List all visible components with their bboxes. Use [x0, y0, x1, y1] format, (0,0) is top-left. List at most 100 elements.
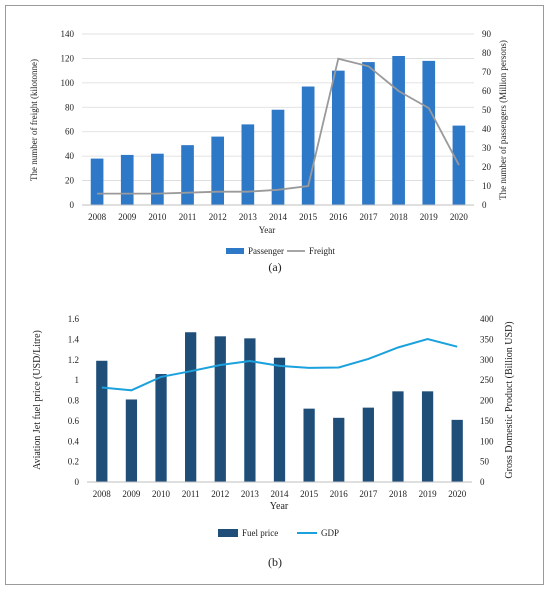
- chart-a-xtick: 2014: [269, 212, 288, 222]
- chart-a-bar: [151, 153, 164, 205]
- chart-a-line: [97, 57, 460, 195]
- chart-b-xtick: 2020: [448, 489, 467, 499]
- chart-a-ytick-right: 30: [482, 143, 492, 153]
- chart-a-bar: [211, 136, 225, 205]
- chart-b-bar: [214, 336, 226, 482]
- chart-b-ticks: 0 0.2 0.4 0.6 0.8 1 1.2 1.4 1.6 0 50 100 150 200 250 30…: [68, 314, 494, 499]
- chart-b-ylabel-left: Aviation Jet fuel price (USD/Litre): [32, 330, 43, 470]
- chart-a-bar: [331, 70, 345, 206]
- chart-a-legend-label-line: Freight: [309, 246, 335, 256]
- chart-b-bar: [273, 357, 286, 482]
- chart-b-xtick: 2009: [122, 489, 141, 499]
- chart-b-ytick-left: 1.2: [68, 355, 79, 365]
- chart-b-bar: [333, 417, 345, 482]
- chart-b-ytick-right: 250: [480, 375, 494, 385]
- chart-b-bar: [392, 391, 404, 482]
- chart-a-ticks: 0 20 40 60 80 100 120 140 0 10 20 30 40 50 60 70 80 90 200…: [61, 29, 492, 222]
- chart-b-ytick-right: 50: [480, 457, 490, 467]
- chart-b-bar: [362, 407, 374, 482]
- chart-a-ytick-right: 60: [482, 86, 492, 96]
- chart-a-xlabel: Year: [259, 225, 276, 235]
- chart-b-ytick-right: 200: [480, 396, 494, 406]
- chart-a-ytick-right: 20: [482, 162, 492, 172]
- chart-a-ytick-left: 0: [70, 200, 75, 210]
- chart-b-bar: [244, 338, 256, 482]
- chart-a-xtick: 2015: [299, 212, 318, 222]
- chart-b-bar: [96, 360, 108, 482]
- chart-a-bar: [181, 145, 194, 205]
- chart-b-xtick: 2018: [389, 489, 408, 499]
- chart-b-ytick-right: 150: [480, 416, 494, 426]
- chart-b-legend-swatch-bar: [218, 529, 238, 537]
- chart-a-ytick-left: 60: [65, 127, 75, 137]
- chart-a-bar: [271, 109, 285, 205]
- chart-a-xtick: 2012: [209, 212, 227, 222]
- chart-b-xtick: 2012: [211, 489, 229, 499]
- chart-a-bar: [241, 124, 255, 205]
- chart-a-xtick: 2008: [88, 212, 107, 222]
- chart-b-xtick: 2016: [330, 489, 349, 499]
- chart-a-xtick: 2009: [118, 212, 137, 222]
- chart-a-legend: Passenger Freight: [226, 246, 335, 256]
- chart-a-ytick-right: 0: [482, 200, 487, 210]
- chart-a-ytick-left: 20: [65, 176, 75, 186]
- chart-a-xtick: 2010: [148, 212, 167, 222]
- chart-b-bar: [421, 391, 434, 482]
- chart-b-bar: [185, 332, 197, 482]
- chart-a-xtick: 2017: [359, 212, 378, 222]
- chart-b-bar: [303, 408, 315, 482]
- chart-a-bar: [392, 55, 405, 205]
- chart-b-bars: [96, 332, 463, 482]
- chart-a-bar: [422, 60, 436, 205]
- chart-b-bar: [451, 419, 463, 482]
- chart-b-ytick-right: 350: [480, 334, 494, 344]
- chart-b-bar: [155, 374, 167, 482]
- chart-b-ytick-left: 0.4: [68, 436, 80, 446]
- chart-b-xtick: 2013: [241, 489, 260, 499]
- chart-a-xtick: 2019: [420, 212, 439, 222]
- chart-a-ytick-right: 80: [482, 48, 492, 58]
- chart-b-ytick-right: 300: [480, 355, 494, 365]
- chart-a-caption: (a): [268, 260, 281, 274]
- chart-a-ytick-left: 140: [61, 29, 75, 39]
- chart-a-ytick-right: 40: [482, 124, 492, 134]
- chart-a-xtick: 2020: [450, 212, 469, 222]
- chart-a-xtick: 2011: [179, 212, 197, 222]
- chart-a-ylabel-left: The number of freight (kilotonne): [29, 59, 39, 181]
- chart-b-caption: (b): [268, 555, 282, 569]
- chart-b: 0 0.2 0.4 0.6 0.8 1 1.2 1.4 1.6 0 50 100 150 200 250 30…: [32, 314, 515, 569]
- figure-frame: [5, 5, 544, 585]
- chart-b-xtick: 2011: [182, 489, 200, 499]
- chart-a-bar: [452, 125, 466, 205]
- chart-a-ytick-right: 90: [482, 29, 492, 39]
- chart-a-ytick-right: 70: [482, 67, 492, 77]
- chart-b-ytick-left: 0: [75, 477, 80, 487]
- chart-b-bar: [125, 399, 138, 482]
- chart-b-ytick-left: 0.2: [68, 457, 79, 467]
- chart-a-ytick-right: 50: [482, 105, 492, 115]
- chart-a-ylabel-right: The number of passengers (Million person…: [498, 40, 508, 200]
- chart-a-ytick-left: 80: [65, 102, 75, 112]
- chart-a-xtick: 2018: [390, 212, 409, 222]
- chart-b-legend: Fuel price GDP: [218, 528, 339, 538]
- chart-a: 0 20 40 60 80 100 120 140 0 10 20 30 40 50 60 70 80 90 200…: [29, 29, 508, 274]
- chart-a-series-line: [97, 57, 460, 195]
- chart-b-ytick-right: 100: [480, 436, 494, 446]
- chart-b-legend-label-bar: Fuel price: [242, 528, 278, 538]
- chart-b-ytick-left: 0.6: [68, 416, 80, 426]
- chart-a-xtick: 2013: [239, 212, 258, 222]
- chart-b-legend-label-line: GDP: [321, 528, 339, 538]
- chart-b-line: [101, 337, 458, 392]
- chart-a-bars: [90, 55, 466, 206]
- chart-b-xtick: 2017: [359, 489, 378, 499]
- chart-b-ytick-left: 1.6: [68, 314, 80, 324]
- chart-b-ytick-right: 0: [480, 477, 485, 487]
- chart-a-ytick-right: 10: [482, 181, 492, 191]
- chart-b-xlabel: Year: [270, 501, 289, 512]
- chart-b-xtick: 2015: [300, 489, 319, 499]
- chart-b-xtick: 2008: [93, 489, 112, 499]
- chart-b-ytick-left: 1: [75, 375, 80, 385]
- chart-a-legend-swatch-bar: [226, 248, 244, 254]
- chart-b-series-line: [101, 337, 458, 392]
- chart-a-ytick-left: 120: [61, 53, 75, 63]
